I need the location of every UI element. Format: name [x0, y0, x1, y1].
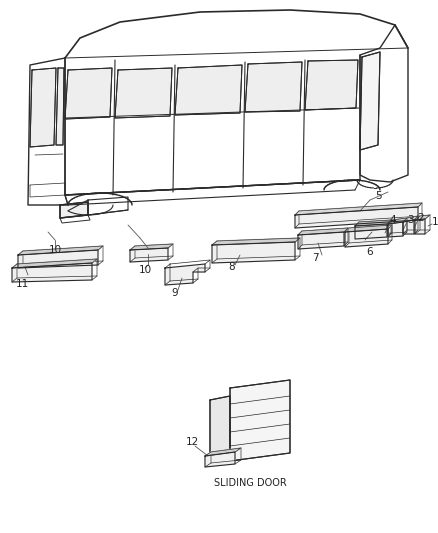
Text: 12: 12: [185, 437, 198, 447]
Polygon shape: [295, 207, 418, 228]
Text: 6: 6: [367, 247, 373, 257]
Polygon shape: [245, 62, 302, 112]
Polygon shape: [298, 228, 348, 235]
Polygon shape: [415, 215, 430, 220]
Polygon shape: [388, 222, 403, 237]
Polygon shape: [295, 203, 422, 215]
Text: 1: 1: [432, 217, 438, 227]
Polygon shape: [403, 216, 418, 222]
Polygon shape: [12, 259, 97, 268]
Polygon shape: [355, 220, 391, 226]
Polygon shape: [212, 238, 300, 245]
Polygon shape: [210, 396, 230, 465]
Text: 7: 7: [312, 253, 318, 263]
Polygon shape: [130, 244, 173, 250]
Polygon shape: [345, 229, 388, 247]
Polygon shape: [355, 224, 387, 239]
Polygon shape: [212, 242, 295, 263]
Polygon shape: [18, 250, 98, 268]
Polygon shape: [415, 219, 425, 234]
Polygon shape: [30, 68, 56, 147]
Polygon shape: [60, 202, 88, 218]
Polygon shape: [345, 225, 392, 232]
Polygon shape: [115, 68, 172, 118]
Polygon shape: [56, 68, 64, 145]
Text: 10: 10: [49, 245, 62, 255]
Polygon shape: [298, 232, 344, 249]
Polygon shape: [165, 264, 205, 285]
Polygon shape: [65, 68, 112, 119]
Polygon shape: [175, 65, 242, 115]
Text: 5: 5: [374, 191, 381, 201]
Text: SLIDING DOOR: SLIDING DOOR: [214, 478, 286, 488]
Polygon shape: [403, 220, 414, 234]
Text: 11: 11: [15, 279, 28, 289]
Polygon shape: [230, 380, 290, 461]
Text: 8: 8: [229, 262, 235, 272]
Polygon shape: [130, 248, 168, 262]
Polygon shape: [205, 452, 235, 467]
Polygon shape: [305, 60, 358, 110]
Text: 10: 10: [138, 265, 152, 275]
Polygon shape: [12, 263, 92, 282]
Text: 3: 3: [407, 215, 413, 225]
Text: 4: 4: [390, 215, 396, 225]
Text: 2: 2: [418, 213, 424, 223]
Polygon shape: [205, 448, 241, 456]
Text: 9: 9: [172, 288, 178, 298]
Polygon shape: [18, 246, 103, 255]
Polygon shape: [388, 218, 407, 224]
Polygon shape: [360, 52, 380, 150]
